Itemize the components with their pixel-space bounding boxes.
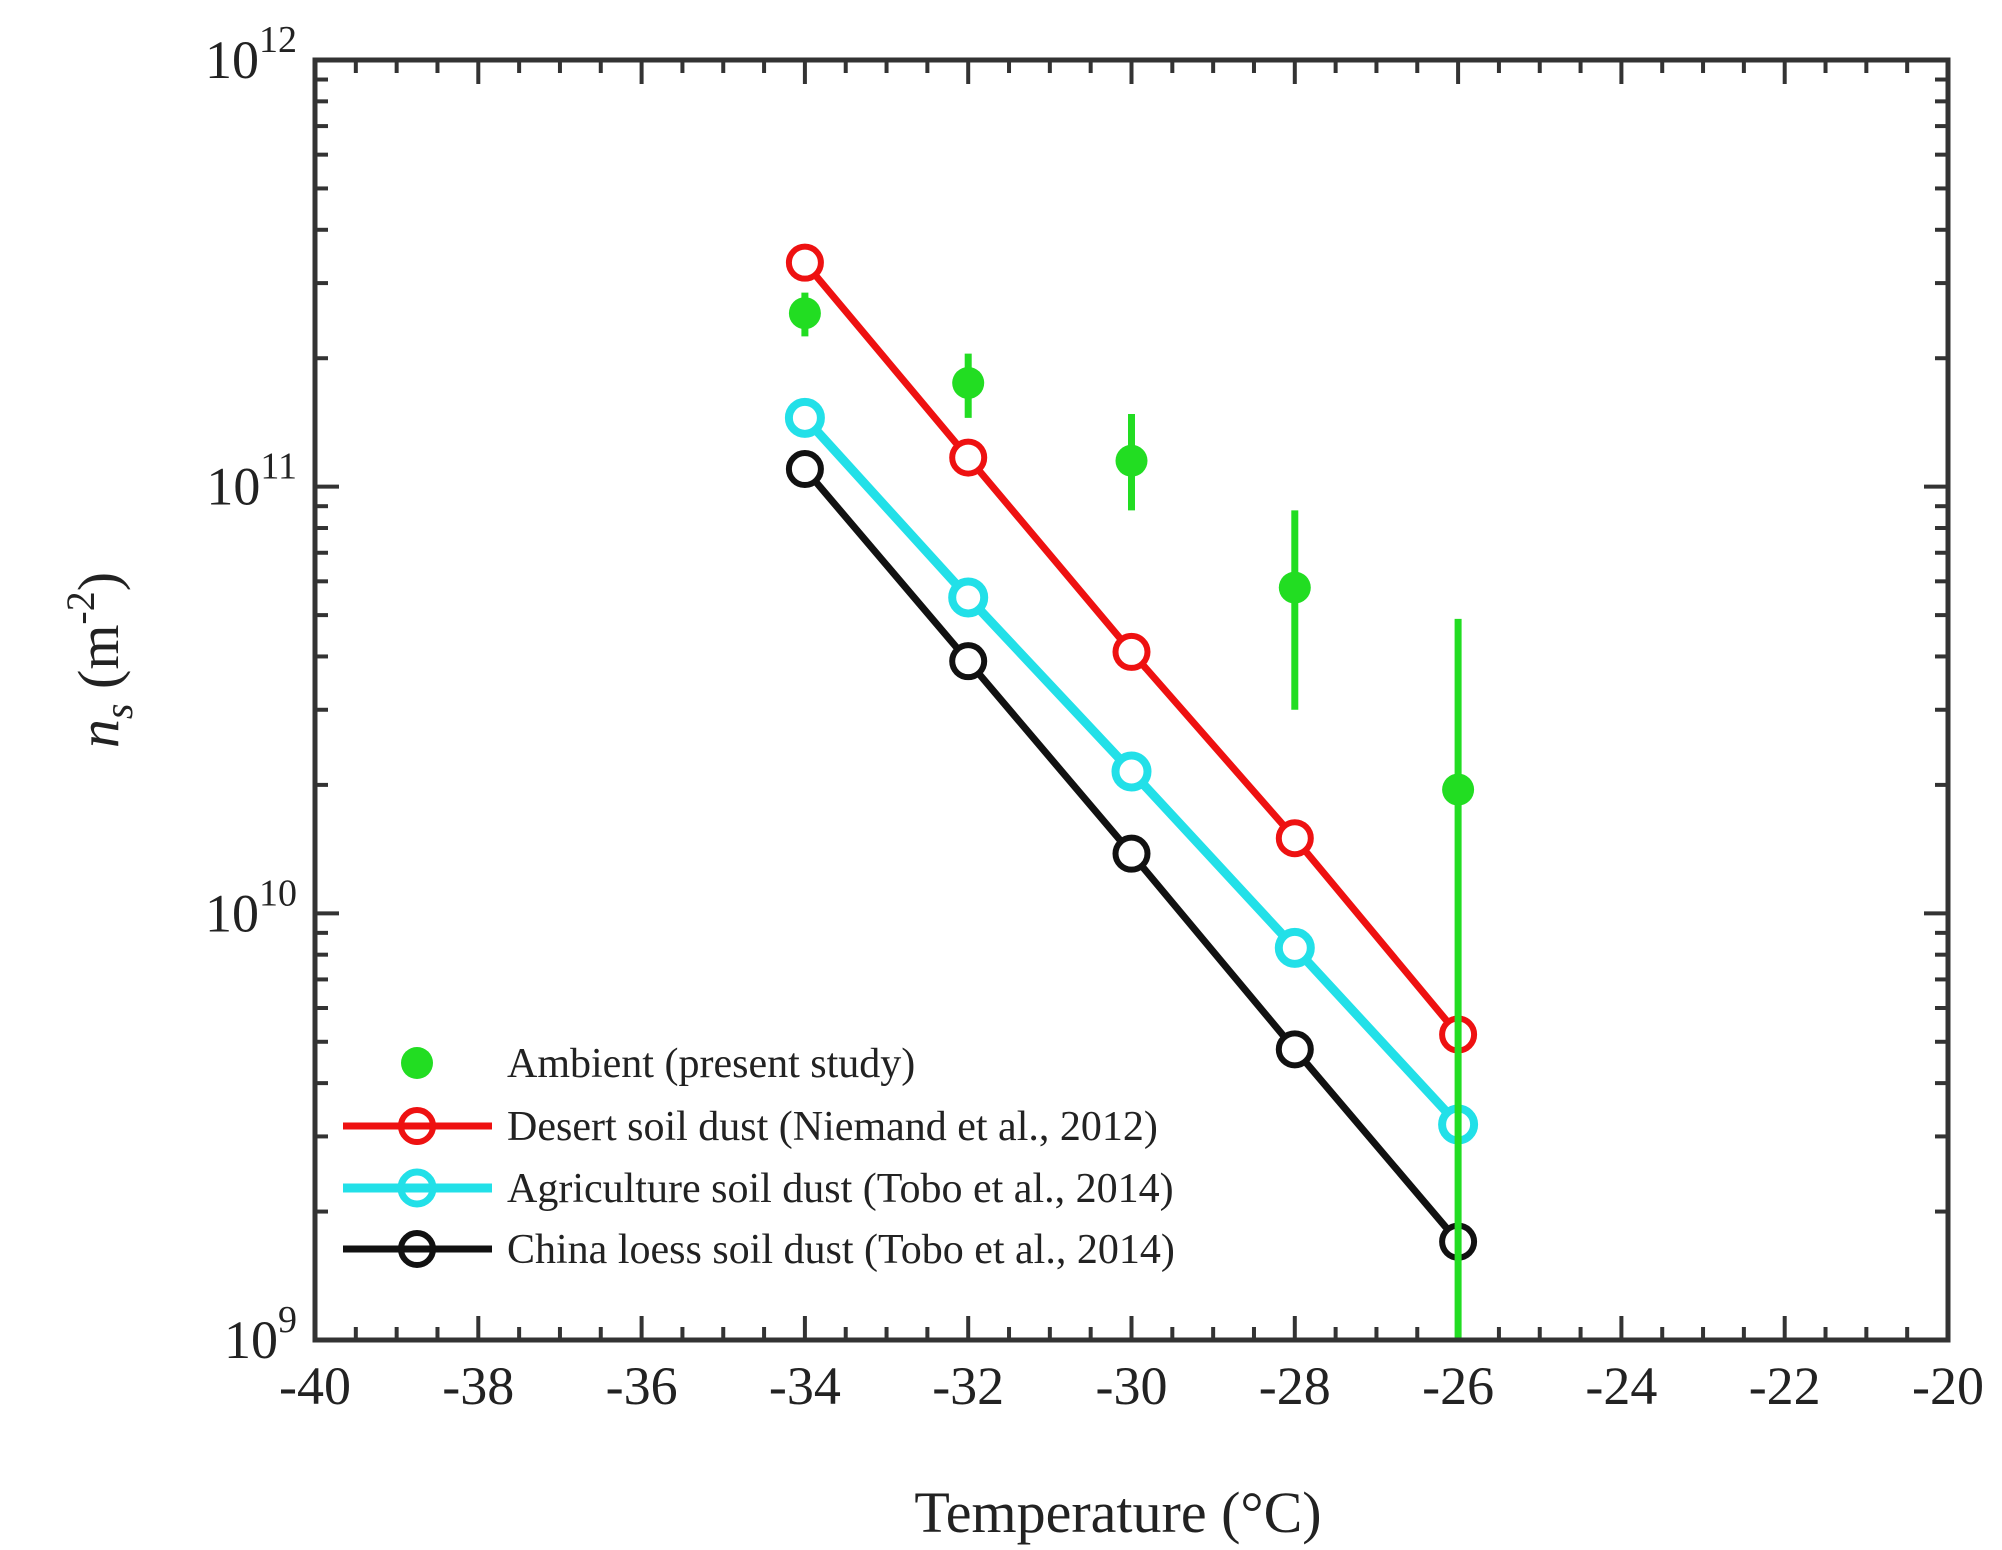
legend-label-china-loess: China loess soil dust (Tobo et al., 2014…	[507, 1227, 1175, 1273]
x-axis-title: Temperature (°C)	[914, 1480, 1321, 1545]
data-point	[952, 366, 985, 399]
data-point	[948, 577, 989, 618]
plot-frame	[312, 57, 1951, 1343]
legend-marker-desert	[398, 1107, 436, 1145]
y-axis-title: ns (m-2)	[58, 572, 141, 748]
legend-marker-agriculture	[397, 1168, 437, 1208]
y-axis-title-unit: (m	[66, 625, 131, 704]
y-axis-title-exponent: -2	[58, 591, 103, 624]
x-tick-label: -20	[1912, 1356, 1984, 1416]
legend-entry-china-loess: China loess soil dust (Tobo et al., 2014…	[343, 1227, 1175, 1273]
x-tick-label: -32	[932, 1356, 1004, 1416]
x-tick-label: -40	[279, 1356, 351, 1416]
y-tick-exponent: 9	[278, 1299, 297, 1341]
data-point	[1275, 1030, 1314, 1069]
legend-marker-ambient	[401, 1047, 433, 1079]
x-tick-labels: -40 -38 -36 -34 -32 -30 -28 -26 -24 -22 -20	[279, 1356, 1984, 1416]
x-tick-label: -24	[1585, 1356, 1657, 1416]
data-point	[788, 297, 821, 330]
legend: Ambient (present study) Desert soil dust…	[343, 1041, 1175, 1273]
series-2	[784, 397, 1479, 1145]
data-point	[1115, 444, 1148, 477]
data-point	[949, 438, 988, 477]
data-point	[785, 243, 824, 282]
y-tick-exponent: 11	[260, 446, 297, 488]
data-point	[1442, 773, 1475, 806]
x-tick-label: -36	[606, 1356, 678, 1416]
y-axis-title-close: )	[66, 572, 131, 591]
legend-label-agriculture: Agriculture soil dust (Tobo et al., 2014…	[507, 1166, 1174, 1212]
data-point	[1274, 927, 1315, 968]
y-axis-title-subscript: s	[96, 704, 141, 720]
y-tick-label: 1012	[205, 19, 297, 90]
legend-label-desert: Desert soil dust (Niemand et al., 2012)	[507, 1104, 1158, 1150]
data-point	[1112, 834, 1151, 873]
y-tick-base: 10	[205, 883, 259, 943]
y-tick-label: 109	[224, 1299, 297, 1370]
data-point	[1278, 571, 1311, 604]
x-tick-label: -34	[769, 1356, 841, 1416]
data-point	[1111, 751, 1152, 792]
x-tick-label: -22	[1749, 1356, 1821, 1416]
plot-series	[784, 243, 1479, 1340]
data-point	[1112, 632, 1151, 671]
series-0	[788, 292, 1475, 1340]
legend-marker-china-loess	[398, 1230, 436, 1268]
x-tick-label: -30	[1096, 1356, 1168, 1416]
x-tick-label: -26	[1422, 1356, 1494, 1416]
y-tick-base: 10	[206, 457, 260, 517]
y-axis-title-symbol: n	[66, 719, 131, 748]
x-tick-label: -28	[1259, 1356, 1331, 1416]
legend-entry-agriculture: Agriculture soil dust (Tobo et al., 2014…	[343, 1166, 1174, 1212]
y-tick-exponent: 10	[259, 872, 297, 914]
legend-entry-desert: Desert soil dust (Niemand et al., 2012)	[343, 1104, 1158, 1150]
legend-entry-ambient: Ambient (present study)	[401, 1041, 915, 1087]
data-point	[784, 397, 825, 438]
data-point	[949, 642, 988, 681]
x-tick-label: -38	[442, 1356, 514, 1416]
y-tick-exponent: 12	[259, 19, 297, 61]
data-point	[785, 450, 824, 489]
data-point	[1275, 819, 1314, 858]
y-tick-base: 10	[224, 1310, 278, 1370]
series-3	[785, 450, 1478, 1261]
y-tick-base: 10	[205, 30, 259, 90]
y-tick-label: 1011	[206, 446, 297, 517]
y-tick-label: 1010	[205, 872, 297, 943]
legend-label-ambient: Ambient (present study)	[507, 1041, 915, 1087]
